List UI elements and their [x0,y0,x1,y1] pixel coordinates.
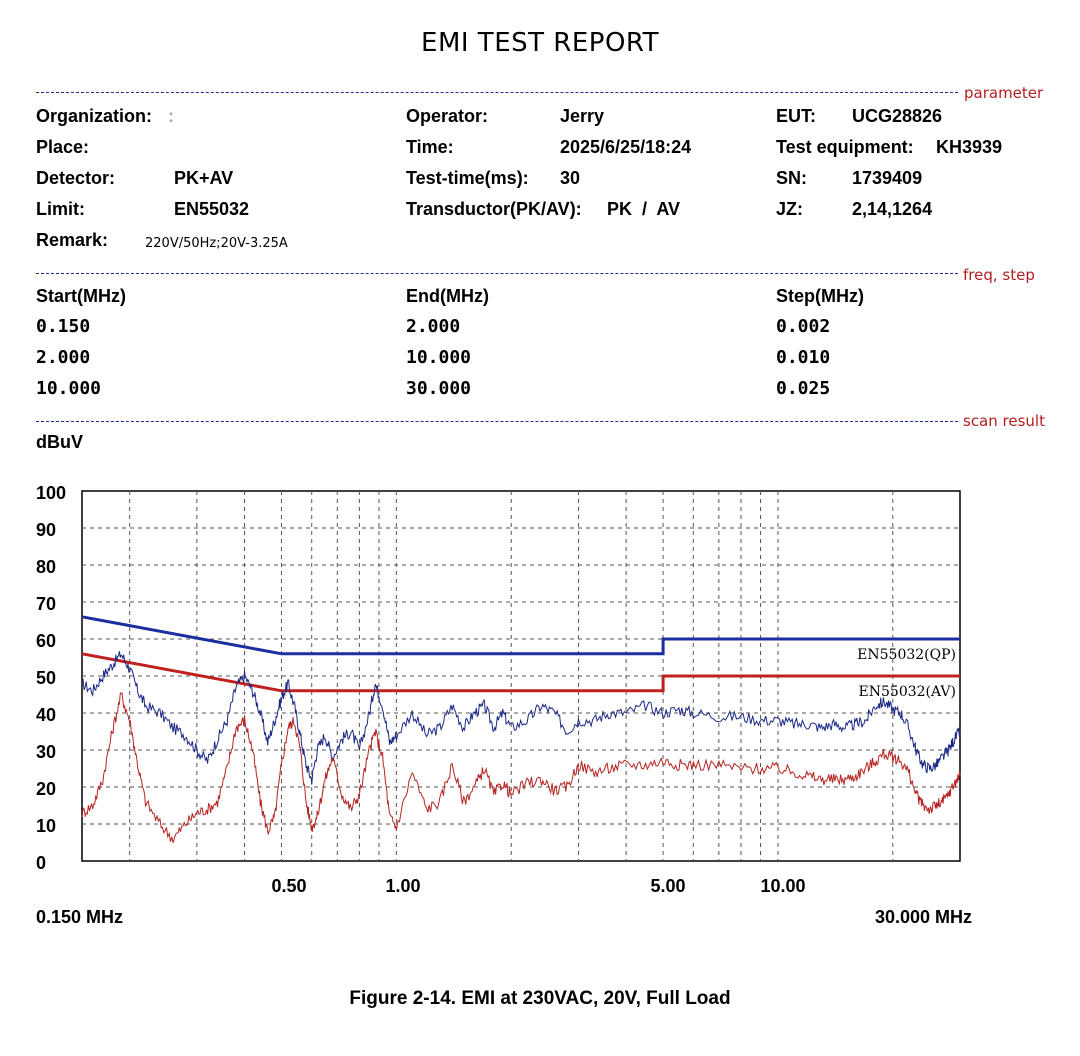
freq-header-step: Step(MHz) [776,286,864,306]
sn-value: 1739409 [852,168,923,188]
limit-label: Limit: [36,199,85,219]
freq-step-section-label: freq, step [963,266,1035,284]
operator-value: Jerry [560,106,605,126]
y-tick-label: 50 [36,668,57,688]
transductor-label: Transductor(PK/AV): [406,199,582,219]
eut-value: UCG28826 [852,106,943,126]
scan-traces [81,651,961,843]
test-equipment-label: Test equipment: [776,137,914,157]
place-label: Place: [36,137,90,157]
y-tick-label: 20 [36,779,57,799]
y-tick-label: 0 [36,853,47,873]
x-max-label: 30.000 MHz [875,907,973,927]
y-tick-label: 40 [36,705,57,725]
y-tick-label: 100 [36,483,67,503]
freq-row-2-end: 10.000 [406,347,472,368]
organization-value: : [168,106,174,126]
freq-row-3-end: 30.000 [406,378,472,399]
freq-header-end: End(MHz) [406,286,489,306]
jz-label: JZ: [776,199,803,219]
sn-label: SN: [776,168,807,188]
figure-caption: Figure 2-14. EMI at 230VAC, 20V, Full Lo… [349,988,731,1009]
qp-limit-label: EN55032(QP) [857,647,956,663]
remark-value: 220V/50Hz;20V-3.25A [145,236,288,251]
operator-label: Operator: [406,106,489,126]
x-min-label: 0.150 MHz [36,907,124,927]
y-tick-label: 10 [36,816,57,836]
eut-label: EUT: [776,106,816,126]
freq-row-3-step: 0.025 [776,378,831,399]
y-tick-label: 80 [36,557,57,577]
x-tick-label: 0.50 [271,876,307,896]
limit-labels: EN55032(QP) EN55032(AV) [857,647,956,700]
detector-label: Detector: [36,168,116,188]
time-value: 2025/6/25/18:24 [560,137,692,157]
freq-step-separator [36,273,958,274]
scan-result-separator [36,421,958,422]
test-equipment-value: KH3939 [936,137,1003,157]
y-tick-label: 70 [36,594,57,614]
x-tick-label: 5.00 [650,876,686,896]
y-tick-label: 60 [36,631,57,651]
freq-row-3-start: 10.000 [36,378,102,399]
limit-value: EN55032 [174,199,250,219]
parameter-separator [36,92,958,93]
organization-label: Organization: [36,106,152,126]
detector-value: PK+AV [174,168,234,188]
freq-row-2-step: 0.010 [776,347,831,368]
parameter-section-label: parameter [964,84,1044,102]
freq-row-2-start: 2.000 [36,347,91,368]
limit-lines [81,615,960,693]
freq-row-1-end: 2.000 [406,316,461,337]
x-tick-label: 1.00 [385,876,421,896]
jz-value: 2,14,1264 [852,199,933,219]
test-time-value: 30 [560,168,581,188]
freq-row-1-start: 0.150 [36,316,91,337]
y-tick-label: 90 [36,520,57,540]
average-trace [81,692,961,843]
report-title: EMI TEST REPORT [421,28,659,58]
y-tick-label: 30 [36,742,57,762]
test-time-label: Test-time(ms): [406,168,529,188]
y-axis-unit-label: dBuV [36,432,83,452]
av-limit-label: EN55032(AV) [859,684,956,700]
peak-trace [81,651,961,785]
remark-label: Remark: [36,230,109,250]
scan-result-section-label: scan result [963,412,1045,430]
freq-header-start: Start(MHz) [36,286,126,306]
qp-limit-line [81,615,960,656]
freq-row-1-step: 0.002 [776,316,831,337]
transductor-value: PK / AV [607,199,681,219]
av-limit-line [81,652,960,693]
time-label: Time: [406,137,454,157]
x-tick-label: 10.00 [760,876,806,896]
